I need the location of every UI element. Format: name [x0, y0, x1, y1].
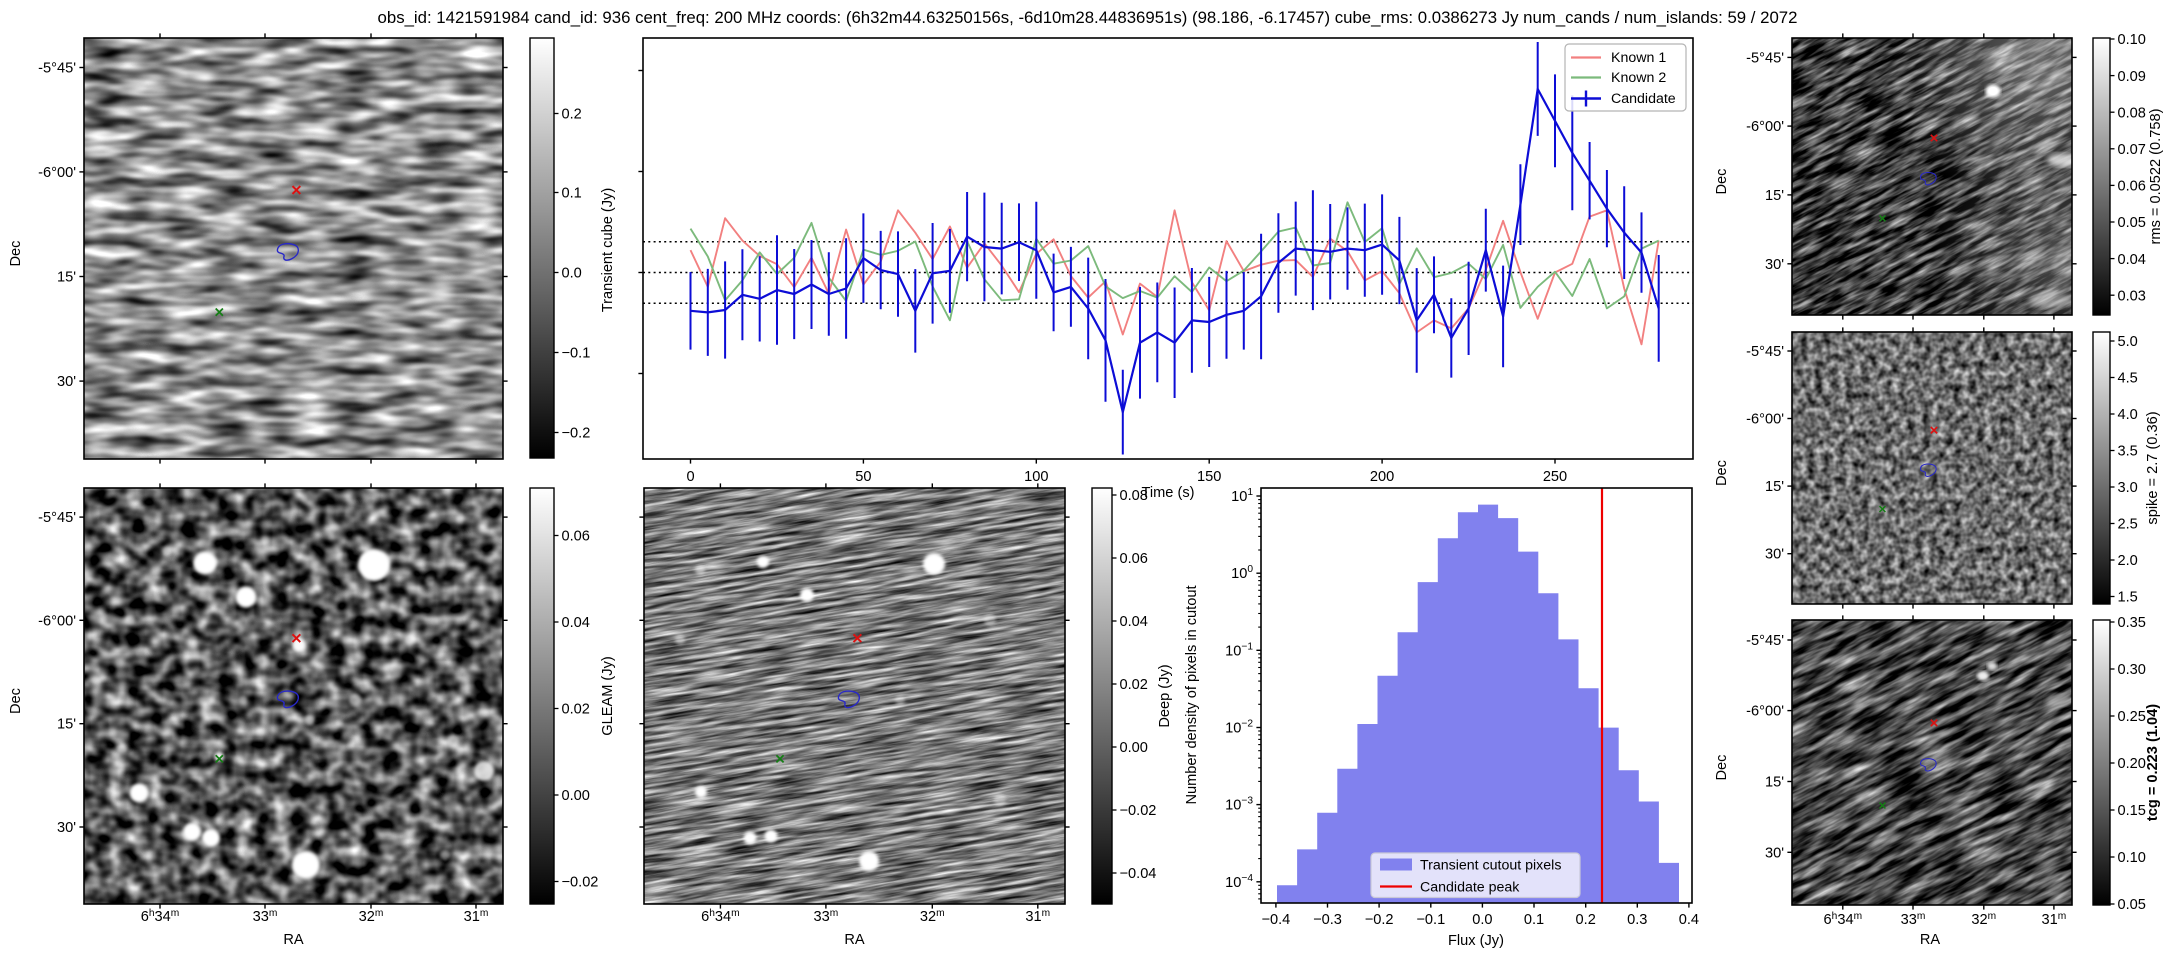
svg-text:0.2: 0.2	[562, 107, 582, 123]
svg-text:−0.1: −0.1	[562, 346, 591, 362]
svg-text:0.3: 0.3	[1627, 912, 1647, 928]
svg-text:0.02: 0.02	[1120, 677, 1148, 693]
svg-text:30': 30'	[1765, 845, 1784, 861]
svg-text:1.5: 1.5	[2118, 590, 2138, 606]
svg-text:-5°45': -5°45'	[38, 510, 76, 526]
svg-text:0.04: 0.04	[2118, 252, 2146, 268]
svg-text:Dec: Dec	[1714, 169, 1730, 195]
svg-text:tcg = 0.223 (1.04): tcg = 0.223 (1.04)	[2145, 704, 2161, 821]
svg-text:-6°00': -6°00'	[38, 613, 76, 629]
svg-text:−0.02: −0.02	[1120, 803, 1157, 819]
svg-text:RA: RA	[1920, 932, 1941, 948]
svg-text:0.07: 0.07	[2118, 142, 2146, 158]
svg-text:0.25: 0.25	[2118, 709, 2146, 725]
svg-text:−0.2: −0.2	[562, 426, 591, 442]
svg-text:15': 15'	[1765, 775, 1784, 791]
svg-text:30': 30'	[1765, 257, 1784, 273]
svg-text:0.00: 0.00	[562, 788, 590, 804]
svg-text:-5°45': -5°45'	[1746, 633, 1784, 649]
svg-text:−0.2: −0.2	[1365, 912, 1394, 928]
svg-text:3.0: 3.0	[2118, 480, 2138, 496]
svg-text:250: 250	[1543, 469, 1567, 485]
svg-text:0.05: 0.05	[2118, 897, 2146, 913]
svg-text:Dec: Dec	[1714, 460, 1730, 486]
svg-text:-5°45': -5°45'	[38, 61, 76, 77]
svg-text:0.08: 0.08	[2118, 105, 2146, 121]
svg-text:Number density of pixels in cu: Number density of pixels in cutout	[1184, 585, 1200, 804]
svg-text:15': 15'	[1765, 188, 1784, 204]
svg-text:rms = 0.0522 (0.758): rms = 0.0522 (0.758)	[2148, 109, 2164, 245]
svg-text:Known 1: Known 1	[1611, 50, 1666, 66]
svg-text:Candidate: Candidate	[1611, 91, 1676, 107]
svg-text:−0.3: −0.3	[1313, 912, 1342, 928]
svg-text:Dec: Dec	[1714, 755, 1730, 781]
svg-text:−0.02: −0.02	[562, 875, 599, 891]
svg-text:0.08: 0.08	[1120, 488, 1148, 504]
svg-text:Candidate peak: Candidate peak	[1420, 880, 1520, 896]
svg-text:0.15: 0.15	[2118, 803, 2146, 819]
svg-text:RA: RA	[283, 932, 304, 948]
svg-text:0.09: 0.09	[2118, 69, 2146, 85]
svg-text:-6°00': -6°00'	[38, 165, 76, 181]
svg-text:15': 15'	[57, 717, 76, 733]
svg-text:4.0: 4.0	[2118, 407, 2138, 423]
svg-text:0.20: 0.20	[2118, 756, 2146, 772]
svg-text:spike = 2.7 (0.36): spike = 2.7 (0.36)	[2145, 411, 2161, 524]
svg-text:Dec: Dec	[8, 688, 24, 714]
svg-text:obs_id: 1421591984 cand_id: 93: obs_id: 1421591984 cand_id: 936 cent_fre…	[378, 8, 1798, 27]
svg-text:0.04: 0.04	[1120, 614, 1148, 630]
svg-text:100: 100	[1024, 469, 1048, 485]
svg-text:150: 150	[1197, 469, 1221, 485]
svg-text:15': 15'	[57, 270, 76, 286]
svg-text:-5°45': -5°45'	[1746, 344, 1784, 360]
svg-text:0.04: 0.04	[562, 615, 590, 631]
svg-text:RA: RA	[844, 932, 865, 948]
svg-text:−0.04: −0.04	[1120, 866, 1157, 882]
svg-text:3.5: 3.5	[2118, 444, 2138, 460]
svg-text:-6°00': -6°00'	[1746, 119, 1784, 135]
svg-text:30': 30'	[57, 820, 76, 836]
svg-text:0.10: 0.10	[2118, 32, 2146, 48]
svg-text:0.4: 0.4	[1679, 912, 1699, 928]
svg-text:0.2: 0.2	[1576, 912, 1596, 928]
svg-text:0.03: 0.03	[2118, 288, 2146, 304]
svg-text:Dec: Dec	[8, 241, 24, 267]
svg-text:GLEAM (Jy): GLEAM (Jy)	[600, 656, 616, 735]
svg-text:15': 15'	[1765, 479, 1784, 495]
svg-text:-6°00': -6°00'	[1746, 704, 1784, 720]
svg-text:−0.1: −0.1	[1416, 912, 1445, 928]
svg-text:0.06: 0.06	[562, 529, 590, 545]
svg-text:2.5: 2.5	[2118, 517, 2138, 533]
svg-text:Transient cube (Jy): Transient cube (Jy)	[600, 188, 616, 312]
svg-text:0.02: 0.02	[562, 702, 590, 718]
svg-text:5.0: 5.0	[2118, 334, 2138, 350]
svg-text:0.0: 0.0	[562, 266, 582, 282]
svg-text:Known 2: Known 2	[1611, 70, 1666, 86]
svg-text:−0.4: −0.4	[1261, 912, 1290, 928]
svg-text:Transient cutout pixels: Transient cutout pixels	[1420, 858, 1561, 874]
svg-text:0.10: 0.10	[2118, 850, 2146, 866]
svg-text:0.00: 0.00	[1120, 740, 1148, 756]
svg-text:2.0: 2.0	[2118, 553, 2138, 569]
svg-text:200: 200	[1370, 469, 1394, 485]
svg-text:0.35: 0.35	[2118, 615, 2146, 631]
svg-text:0: 0	[686, 469, 694, 485]
svg-text:0.1: 0.1	[562, 186, 582, 202]
svg-text:-6°00': -6°00'	[1746, 412, 1784, 428]
svg-text:Time (s): Time (s)	[1142, 485, 1195, 501]
svg-text:-5°45': -5°45'	[1746, 50, 1784, 66]
svg-text:Flux (Jy): Flux (Jy)	[1448, 933, 1504, 949]
svg-text:0.05: 0.05	[2118, 215, 2146, 231]
svg-text:0.1: 0.1	[1524, 912, 1544, 928]
svg-text:Deep (Jy): Deep (Jy)	[1157, 664, 1173, 727]
svg-text:0.0: 0.0	[1472, 912, 1492, 928]
svg-text:0.30: 0.30	[2118, 662, 2146, 678]
svg-text:50: 50	[855, 469, 871, 485]
svg-text:4.5: 4.5	[2118, 371, 2138, 387]
svg-text:0.06: 0.06	[2118, 179, 2146, 195]
svg-text:0.06: 0.06	[1120, 551, 1148, 567]
svg-text:30': 30'	[57, 374, 76, 390]
svg-text:30': 30'	[1765, 547, 1784, 563]
